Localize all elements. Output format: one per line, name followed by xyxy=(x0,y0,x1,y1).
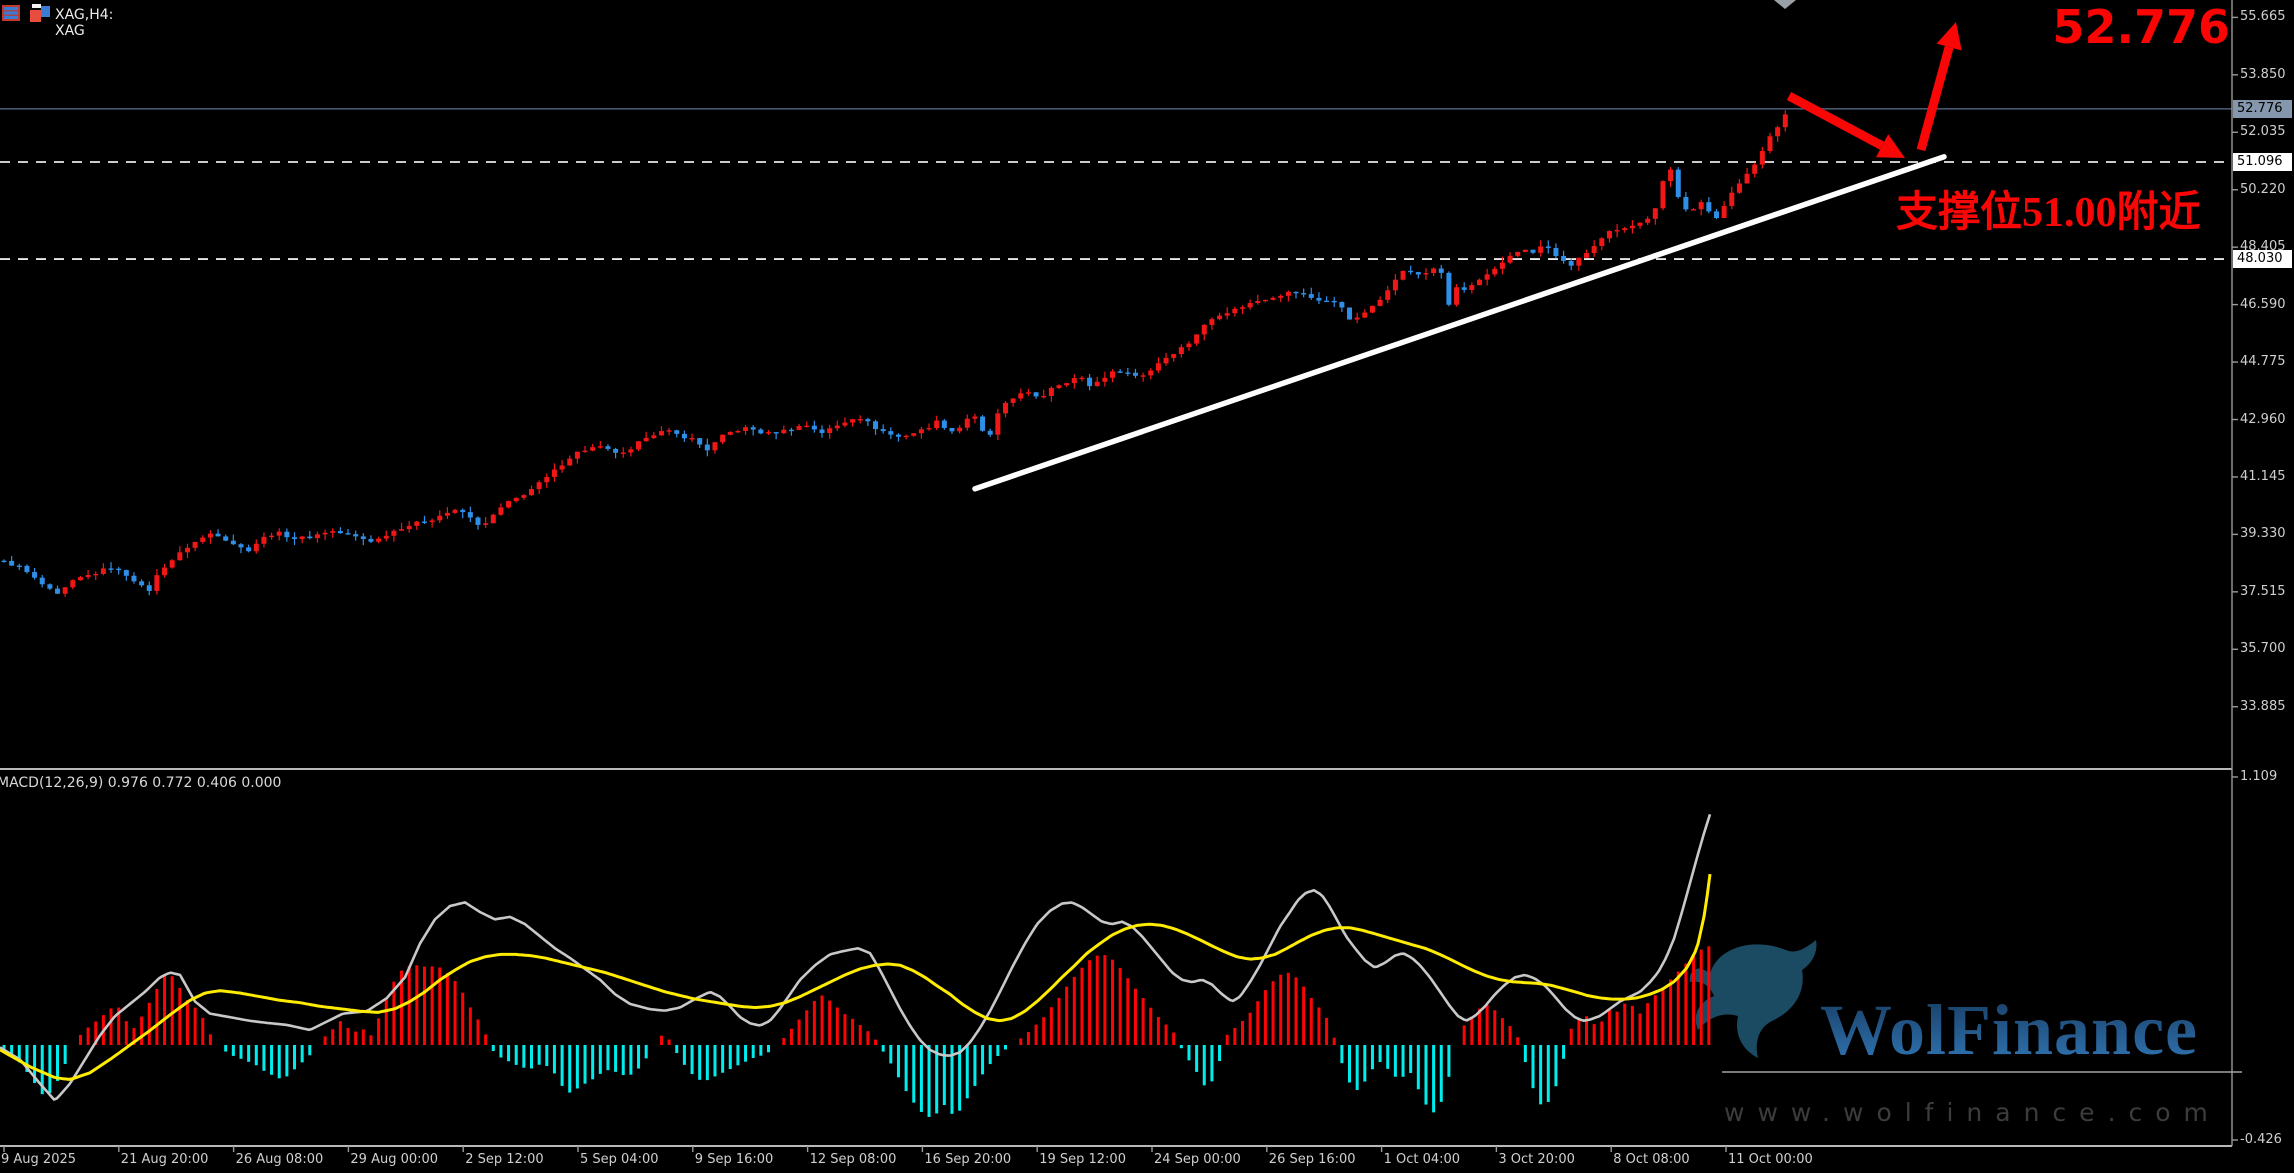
time-tick-label: 26 Aug 08:00 xyxy=(235,1152,324,1167)
market-watch-icon xyxy=(2,4,50,22)
price-tick-label: 48.405 xyxy=(2240,239,2286,255)
time-tick-label: 9 Sep 16:00 xyxy=(694,1152,774,1167)
support-trendline[interactable] xyxy=(972,154,1947,492)
macd-tick-label: -0.426 xyxy=(2240,1132,2282,1147)
price-tick-label: 50.220 xyxy=(2240,181,2286,197)
price-tick-label: 39.330 xyxy=(2240,526,2286,542)
price-tick-label: 53.850 xyxy=(2240,66,2286,82)
time-tick-label: 9 Aug 2025 xyxy=(1,1152,77,1167)
price-tick-label: 55.665 xyxy=(2240,9,2286,25)
price-tick-label: 37.515 xyxy=(2240,583,2286,599)
price-tick-label: 46.590 xyxy=(2240,296,2286,312)
chart-shift-marker-icon[interactable] xyxy=(1774,0,1796,9)
price-scale[interactable] xyxy=(2232,0,2294,1146)
time-tick-label: 21 Aug 20:00 xyxy=(120,1152,209,1167)
pullback-down-arrow[interactable] xyxy=(1786,92,1905,158)
bird-logo-icon xyxy=(1689,940,1817,1058)
time-tick-label: 2 Sep 12:00 xyxy=(465,1152,544,1167)
price-tick-label: 41.145 xyxy=(2240,468,2286,484)
time-scale[interactable] xyxy=(0,1146,2294,1173)
time-tick-label: 24 Sep 00:00 xyxy=(1154,1152,1241,1167)
macd-tick-label: 1.109 xyxy=(2240,768,2278,784)
macd-main-line xyxy=(0,813,1712,1101)
time-tick-label: 8 Oct 08:00 xyxy=(1613,1152,1690,1167)
support-level-annotation: 支撑位51.00附近 xyxy=(1896,190,2201,236)
price-tick-label: 52.035 xyxy=(2240,124,2286,140)
price-marker-label: 51.096 xyxy=(2233,153,2292,171)
price-tick-label: 35.700 xyxy=(2240,641,2286,657)
chart-canvas[interactable] xyxy=(0,0,2232,1146)
bounce-up-arrow[interactable] xyxy=(1916,22,1962,152)
time-tick-label: 3 Oct 20:00 xyxy=(1498,1152,1575,1167)
time-tick-label: 1 Oct 04:00 xyxy=(1383,1152,1461,1167)
time-tick-label: 11 Oct 00:00 xyxy=(1728,1152,1813,1167)
price-tick-label: 44.775 xyxy=(2240,354,2286,370)
brand-text: WolFinance xyxy=(1820,990,2198,1070)
symbol-timeframe-label: XAG,H4: XAG xyxy=(55,7,114,39)
time-tick-label: 5 Sep 04:00 xyxy=(580,1152,659,1167)
macd-histogram xyxy=(2,946,1711,1117)
macd-signal-line xyxy=(0,873,1712,1081)
candlestick-series xyxy=(1,110,1788,597)
target-price-annotation: 52.776 xyxy=(2052,0,2230,54)
time-tick-label: 12 Sep 08:00 xyxy=(809,1152,897,1167)
price-tick-label: 42.960 xyxy=(2240,411,2286,427)
price-marker-label: 48.030 xyxy=(2233,250,2292,269)
watermark: WolFinance www.wolfinance.com xyxy=(1688,938,2254,1138)
time-tick-label: 16 Sep 20:00 xyxy=(924,1152,1012,1167)
time-tick-label: 19 Sep 12:00 xyxy=(1039,1152,1126,1167)
watermark-url: www.wolfinance.com xyxy=(1724,1098,2221,1127)
price-tick-label: 33.885 xyxy=(2240,698,2286,714)
price-marker-label: 52.776 xyxy=(2233,99,2292,118)
chart-window-icon xyxy=(30,4,50,22)
time-tick-label: 26 Sep 16:00 xyxy=(1268,1152,1356,1167)
macd-indicator-label: MACD(12,26,9) 0.976 0.772 0.406 0.000 xyxy=(0,775,282,791)
time-tick-label: 29 Aug 00:00 xyxy=(350,1152,439,1167)
